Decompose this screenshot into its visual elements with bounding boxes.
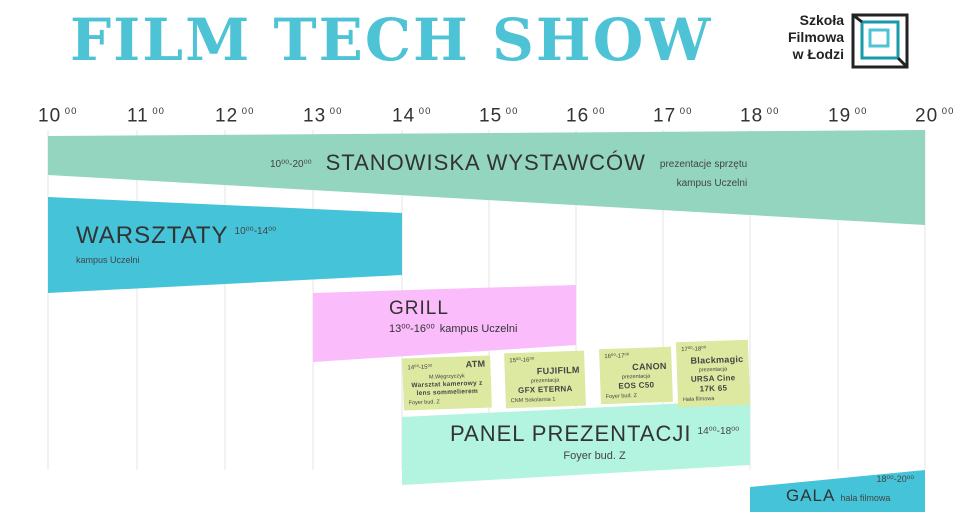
panel-time: 14⁰⁰-18⁰⁰ <box>697 426 740 437</box>
hour-label: 12 00 <box>215 105 255 127</box>
hour-label: 11 00 <box>127 105 165 127</box>
card-place: Foyer bud. Z <box>408 399 440 407</box>
hour-label: 18 00 <box>740 105 780 127</box>
card-time: 16⁰⁰-17⁰⁰ <box>604 353 630 361</box>
exhibitors-label: 10⁰⁰-20⁰⁰ STANOWISKA WYSTAWCÓW prezentac… <box>270 150 747 190</box>
exhibitors-band <box>48 130 925 225</box>
grill-name: GRILL <box>389 298 449 319</box>
hour-label: 14 00 <box>392 105 432 127</box>
presentation-card: 17⁰⁰-18⁰⁰ Blackmagic prezentacja URSA Cine … <box>675 339 751 408</box>
grill-band <box>313 285 576 362</box>
gala-label: 18⁰⁰-20⁰⁰ GALA hala filmowa <box>786 474 914 506</box>
exhibitors-desc: prezentacje sprzętu <box>659 159 748 170</box>
panel-place: Foyer bud. Z <box>563 450 626 462</box>
exhibitors-time: 10⁰⁰-20⁰⁰ <box>270 159 312 170</box>
logo-line: w Łodzi <box>792 46 844 62</box>
panel-name: PANEL PREZENTACJI <box>450 421 692 446</box>
card-header: 17⁰⁰-18⁰⁰ Blackmagic <box>681 343 744 367</box>
card-place: Hala filmowa <box>682 395 715 404</box>
workshops-time: 10⁰⁰-14⁰⁰ <box>234 226 277 237</box>
gala-name: GALA <box>786 486 836 505</box>
panel-label: PANEL PREZENTACJI 14⁰⁰-18⁰⁰ Foyer bud. Z <box>450 421 739 463</box>
logo-line: Szkoła <box>799 12 844 28</box>
card-brand: CANON <box>632 360 667 373</box>
exhibitors-place: kampus Uczelni <box>676 178 748 189</box>
card-time: 14⁰⁰-15⁰⁰ <box>407 364 433 372</box>
hour-label: 17 00 <box>653 105 693 127</box>
panel-band <box>402 400 750 485</box>
card-brand: FUJIFILM <box>536 364 580 377</box>
logo-line: Filmowa <box>787 29 844 45</box>
workshops-label: WARSZTATY 10⁰⁰-14⁰⁰ kampus Uczelni <box>76 222 276 266</box>
presentation-card: 14⁰⁰-15⁰⁰ ATM M.Węgrzyczyk Warsztat kamerow… <box>402 355 492 411</box>
logo-text: Szkoła Filmowa w Łodzi <box>772 12 844 63</box>
card-brand: Blackmagic <box>690 353 744 366</box>
grill-time: 13⁰⁰-16⁰⁰ <box>389 323 435 335</box>
workshops-place: kampus Uczelni <box>76 255 140 265</box>
grill-place: kampus Uczelni <box>439 323 518 335</box>
exhibitors-name: STANOWISKA WYSTAWCÓW <box>325 150 646 175</box>
hour-label: 10 00 <box>38 105 78 127</box>
hour-label: 16 00 <box>566 105 606 127</box>
gala-time: 18⁰⁰-20⁰⁰ <box>876 474 914 484</box>
workshops-band <box>48 197 402 293</box>
card-header: 14⁰⁰-15⁰⁰ ATM <box>407 359 485 375</box>
gala-band <box>750 470 925 512</box>
card-product: URSA Cine 17K 65 <box>690 373 736 394</box>
workshops-name: WARSZTATY <box>76 222 229 249</box>
card-product: Warsztat kamerowy z lens sommelierem <box>411 379 483 398</box>
card-place: CNM Sokolarnia 1 <box>510 396 556 405</box>
card-header: 16⁰⁰-17⁰⁰ CANON <box>604 350 667 374</box>
logo-icon <box>851 13 909 69</box>
card-header: 15⁰⁰-16⁰⁰ FUJIFILM <box>509 354 580 378</box>
presentation-card: 15⁰⁰-16⁰⁰ FUJIFILM prezentacja GFX ETERNA CN… <box>504 350 586 409</box>
grill-label: GRILL 13⁰⁰-16⁰⁰ kampus Uczelni <box>389 297 517 336</box>
card-time: 17⁰⁰-18⁰⁰ <box>681 346 707 354</box>
poster-title: FILM TECH SHOW <box>70 6 713 74</box>
card-time: 15⁰⁰-16⁰⁰ <box>509 357 535 365</box>
hour-label: 13 00 <box>303 105 343 127</box>
presentation-card: 16⁰⁰-17⁰⁰ CANON prezentacja EOS C50 Foyer bu… <box>599 346 673 405</box>
card-product: GFX ETERNA <box>517 384 573 395</box>
hour-label: 20 00 <box>915 105 955 127</box>
card-product: EOS C50 <box>618 380 655 391</box>
card-brand: ATM <box>465 358 486 370</box>
hour-label: 19 00 <box>828 105 868 127</box>
gala-place: hala filmowa <box>840 493 891 503</box>
hour-label: 15 00 <box>479 105 519 127</box>
card-place: Foyer bud. Z <box>605 392 638 401</box>
